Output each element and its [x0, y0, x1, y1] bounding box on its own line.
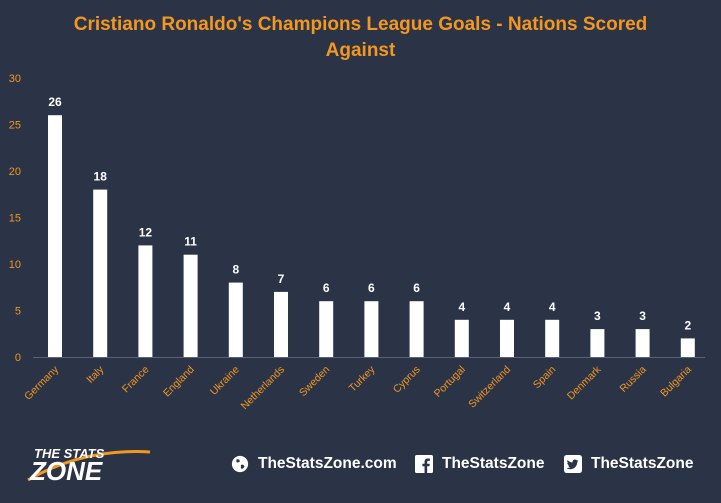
data-labels: 26 18 12 11 8 7 6 6 6 4 4 4 3 3 2	[48, 95, 691, 332]
bar	[635, 329, 650, 357]
twitter-link[interactable]: TheStatsZone	[591, 455, 694, 472]
data-label: 26	[48, 95, 62, 109]
bar	[680, 338, 695, 357]
x-tick-label: Denmark	[565, 363, 604, 402]
y-tick-label: 25	[9, 120, 21, 132]
bar	[93, 189, 108, 357]
bar	[454, 319, 469, 357]
website-link[interactable]: TheStatsZone.com	[258, 455, 397, 472]
logo-text-bottom: ZONE	[29, 456, 103, 485]
facebook-link[interactable]: TheStatsZone	[442, 455, 545, 472]
bar	[274, 291, 288, 357]
x-tick-label: France	[120, 364, 152, 396]
data-label: 4	[549, 300, 556, 314]
bar	[228, 282, 243, 357]
bar	[590, 329, 605, 357]
x-tick-label: England	[161, 364, 197, 400]
data-label: 4	[458, 300, 465, 314]
data-label: 8	[232, 263, 239, 277]
data-label: 6	[368, 281, 375, 295]
twitter-icon	[564, 455, 582, 473]
x-tick-label: Cyprus	[391, 364, 423, 396]
x-tick-label: Bulgaria	[658, 364, 694, 400]
x-tick-label: Ukraine	[208, 364, 242, 398]
y-tick-label: 10	[9, 259, 21, 271]
y-tick-label: 0	[15, 352, 21, 364]
bar	[364, 301, 379, 357]
y-tick-label: 20	[9, 166, 21, 178]
chart-title-line2: Against	[325, 40, 396, 61]
y-axis: 0 5 10 15 20 25 30	[9, 73, 21, 364]
bar	[48, 115, 62, 357]
bar	[500, 319, 514, 357]
x-tick-label: Spain	[531, 364, 559, 392]
chart-title-line1: Cristiano Ronaldo's Champions League Goa…	[73, 14, 648, 35]
bar-series	[48, 115, 695, 357]
x-tick-label: Germany	[22, 363, 62, 403]
x-tick-label: Turkey	[347, 363, 378, 394]
y-tick-label: 30	[9, 73, 21, 85]
x-tick-label: Netherlands	[239, 364, 288, 413]
data-label: 18	[94, 170, 108, 184]
data-label: 11	[184, 235, 197, 249]
bar	[138, 245, 153, 357]
globe-icon	[231, 455, 249, 473]
x-tick-label: Portugal	[432, 364, 468, 400]
thestatszone-logo: THE STATS ZONE	[27, 446, 151, 485]
data-label: 6	[323, 281, 330, 295]
data-label: 3	[594, 309, 601, 323]
x-axis-labels: Germany Italy France England UkraineNetherla…	[22, 363, 694, 412]
data-label: 12	[139, 225, 153, 239]
y-tick-label: 5	[15, 306, 21, 318]
x-tick-label: Sweden	[297, 364, 332, 399]
y-tick-label: 15	[9, 213, 21, 225]
bar	[545, 319, 560, 357]
facebook-icon	[415, 455, 433, 473]
logo-text-top: THE STATS	[34, 446, 105, 461]
data-label: 6	[413, 281, 420, 295]
data-label: 3	[639, 309, 646, 323]
data-label: 2	[684, 318, 691, 332]
bar	[319, 301, 334, 357]
data-label: 4	[504, 300, 511, 314]
data-label: 7	[278, 272, 285, 286]
x-tick-label: Switzerland	[466, 364, 513, 411]
bar-chart: 0 5 10 15 20 25 30 26 18 12 11 8 7 6 6 6 4 4 4 3 3 2 Germany…	[9, 73, 705, 412]
bar	[409, 301, 424, 357]
x-tick-label: Italy	[84, 363, 107, 386]
x-tick-label: Russia	[618, 364, 649, 395]
bar	[183, 254, 198, 357]
